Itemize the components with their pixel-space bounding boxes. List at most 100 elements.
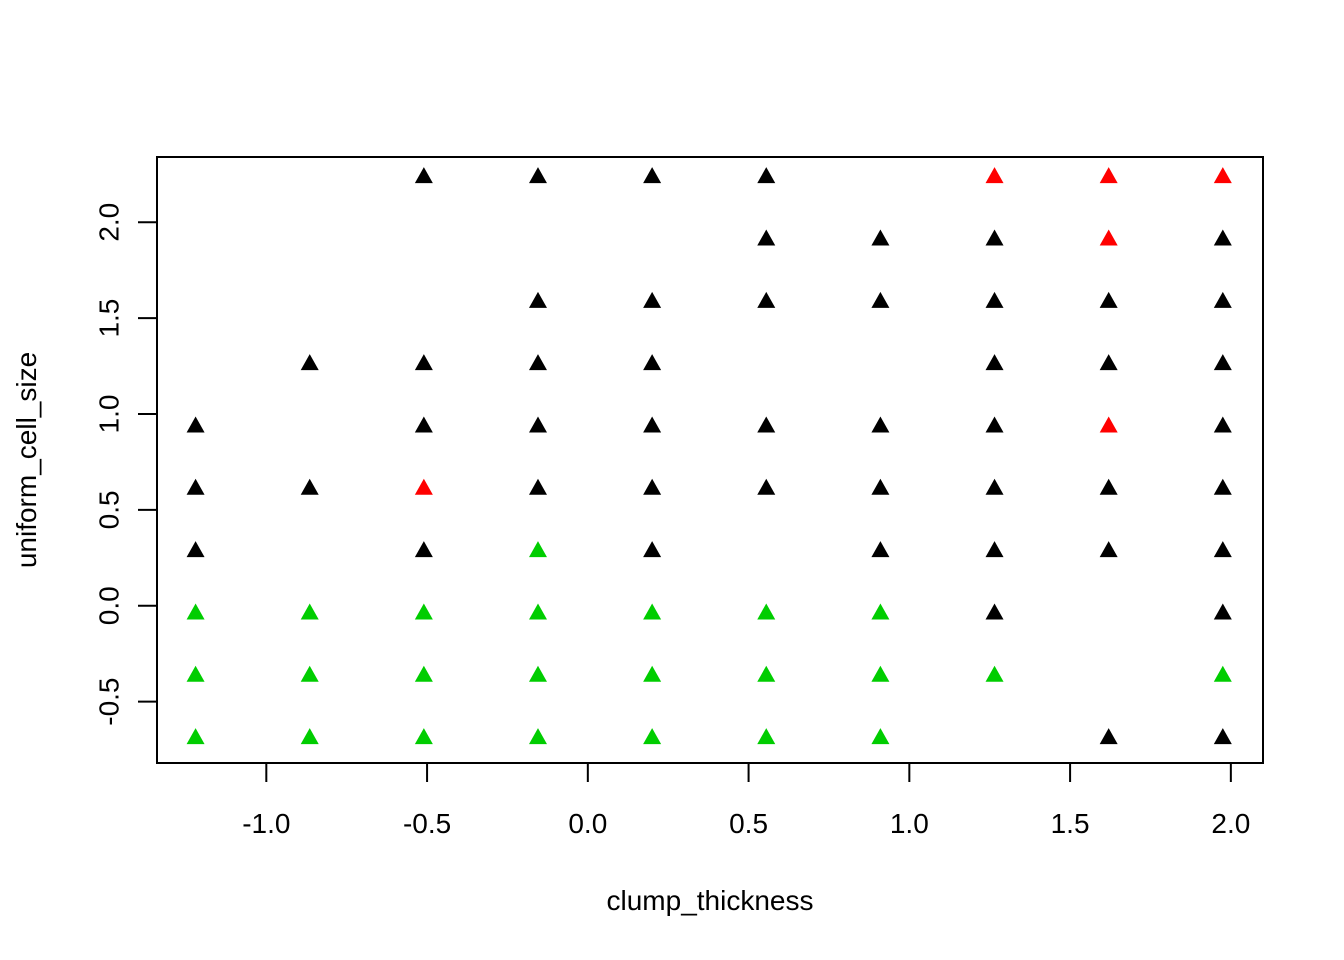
y-tick-label: -0.5 [94, 678, 125, 726]
data-point [414, 167, 433, 184]
data-point [300, 665, 319, 682]
data-point [1213, 728, 1232, 745]
x-tick-label: -0.5 [403, 808, 451, 839]
data-point [186, 728, 205, 745]
data-point [528, 728, 547, 745]
data-point [1213, 665, 1232, 682]
data-point [528, 603, 547, 620]
data-point [186, 416, 205, 433]
data-point [300, 478, 319, 495]
data-point [757, 728, 776, 745]
y-tick-label: 1.5 [94, 299, 125, 338]
data-point [643, 728, 662, 745]
data-point [643, 354, 662, 371]
data-point [757, 416, 776, 433]
data-point [871, 229, 890, 246]
data-point [414, 416, 433, 433]
data-point [757, 665, 776, 682]
data-point [871, 478, 890, 495]
data-point [643, 167, 662, 184]
data-point [1099, 478, 1118, 495]
data-point [414, 603, 433, 620]
data-point [871, 665, 890, 682]
data-point [1213, 229, 1232, 246]
data-point [871, 291, 890, 308]
data-point [1099, 728, 1118, 745]
data-point [528, 478, 547, 495]
data-point [985, 665, 1004, 682]
data-point [528, 354, 547, 371]
data-point [1099, 229, 1118, 246]
data-point [1213, 478, 1232, 495]
data-point [1099, 291, 1118, 308]
data-point [757, 291, 776, 308]
data-point [186, 665, 205, 682]
data-point [757, 603, 776, 620]
data-point [1213, 167, 1232, 184]
data-point [871, 728, 890, 745]
y-tick-label: 0.5 [94, 490, 125, 529]
data-point [1213, 354, 1232, 371]
data-point [528, 416, 547, 433]
data-point [871, 416, 890, 433]
data-point [985, 541, 1004, 558]
data-point [643, 416, 662, 433]
data-point [528, 665, 547, 682]
data-point [985, 291, 1004, 308]
data-point [414, 541, 433, 558]
data-point [985, 229, 1004, 246]
x-tick-label: -1.0 [242, 808, 290, 839]
data-point [757, 229, 776, 246]
data-point [1099, 416, 1118, 433]
data-point [757, 167, 776, 184]
points-layer [186, 167, 1232, 745]
data-point [871, 541, 890, 558]
data-point [186, 603, 205, 620]
data-point [1099, 354, 1118, 371]
data-point [528, 167, 547, 184]
y-tick-label: 1.0 [94, 395, 125, 434]
data-point [643, 603, 662, 620]
axes-layer: -1.0 -0.5 0.0 0.5 1.0 1.5 2.0 -0.5 0.0 0.5 1.0 1.5 2… [94, 203, 1251, 839]
data-point [1099, 167, 1118, 184]
data-point [300, 354, 319, 371]
data-point [757, 478, 776, 495]
data-point [186, 478, 205, 495]
data-point [300, 603, 319, 620]
data-point [985, 416, 1004, 433]
y-axis-title: uniform_cell_size [11, 352, 42, 568]
data-point [1213, 291, 1232, 308]
data-point [1213, 416, 1232, 433]
data-point [414, 728, 433, 745]
data-point [1099, 541, 1118, 558]
data-point [528, 291, 547, 308]
data-point [414, 354, 433, 371]
data-point [414, 665, 433, 682]
data-point [643, 478, 662, 495]
data-point [1213, 603, 1232, 620]
data-point [985, 603, 1004, 620]
data-point [643, 665, 662, 682]
data-point [643, 541, 662, 558]
x-tick-label: 1.5 [1051, 808, 1090, 839]
y-tick-label: 0.0 [94, 586, 125, 625]
y-tick-label: 2.0 [94, 203, 125, 242]
plot-frame [156, 156, 1264, 764]
data-point [871, 603, 890, 620]
x-tick-label: 0.0 [568, 808, 607, 839]
x-tick-label: 1.0 [890, 808, 929, 839]
x-tick-label: 2.0 [1211, 808, 1250, 839]
data-point [643, 291, 662, 308]
data-point [528, 541, 547, 558]
data-point [985, 167, 1004, 184]
data-point [985, 478, 1004, 495]
x-tick-label: 0.5 [729, 808, 768, 839]
x-axis-title: clump_thickness [607, 885, 814, 916]
data-point [1213, 541, 1232, 558]
data-point [414, 478, 433, 495]
data-point [300, 728, 319, 745]
data-point [985, 354, 1004, 371]
